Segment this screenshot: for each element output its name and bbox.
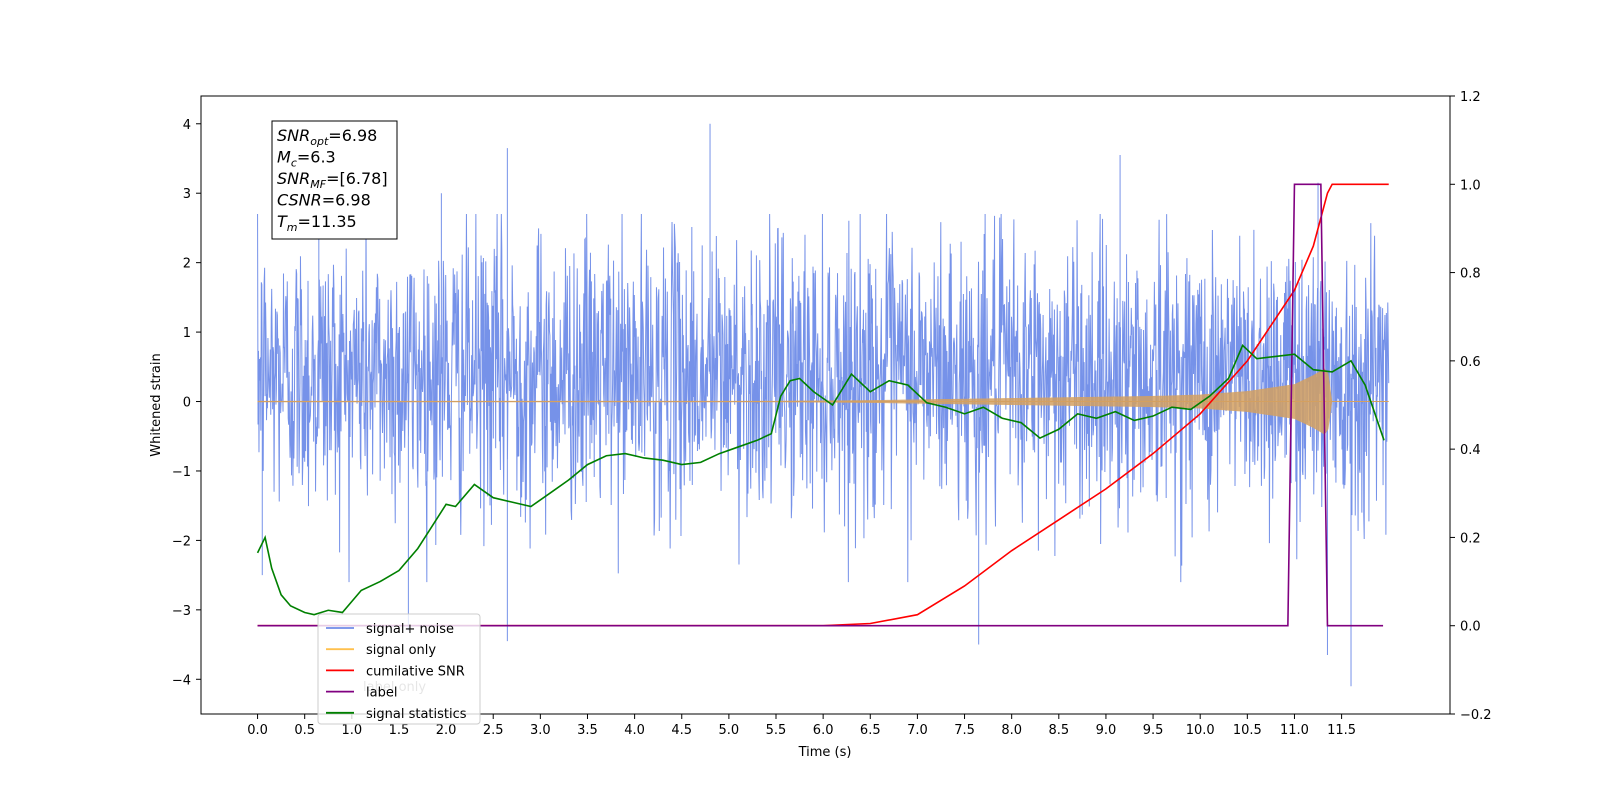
annotation-subscript: m bbox=[287, 221, 298, 234]
x-tick-label: 8.0 bbox=[1001, 723, 1022, 738]
series-cumulative-snr bbox=[257, 183, 1389, 627]
y-right-tick-label: 0.8 bbox=[1460, 267, 1481, 282]
annotation-symbol: SNR bbox=[277, 169, 310, 188]
annotation-line: SNRopt=6.98 bbox=[277, 126, 377, 148]
series-signal-statistics bbox=[256, 344, 1385, 616]
annotation-subscript: c bbox=[291, 157, 297, 170]
y-left-tick-label: −4 bbox=[172, 673, 191, 688]
x-tick-label: 0.5 bbox=[294, 723, 315, 738]
y-right-tick-label: 0.0 bbox=[1460, 620, 1481, 635]
annotation-box bbox=[271, 120, 398, 240]
x-tick-label: 9.0 bbox=[1096, 723, 1117, 738]
x-tick-label: 4.5 bbox=[671, 723, 692, 738]
axes-frame bbox=[200, 95, 1451, 715]
x-tick-label: 8.5 bbox=[1048, 723, 1069, 738]
y-right-tick-label: 0.2 bbox=[1460, 531, 1481, 546]
legend-label: signal only bbox=[366, 643, 436, 658]
x-tick-label: 5.5 bbox=[766, 723, 787, 738]
x-tick-label: 2.5 bbox=[483, 723, 504, 738]
annotation-subscript: MF bbox=[310, 178, 326, 191]
legend-label: cumilative SNR bbox=[366, 664, 465, 679]
x-tick-label: 0.0 bbox=[247, 723, 268, 738]
series-label bbox=[257, 183, 1384, 627]
x-tick-label: 2.0 bbox=[436, 723, 457, 738]
x-axis-title: Time (s) bbox=[798, 745, 852, 760]
annotation-line: Mc=6.3 bbox=[277, 148, 336, 170]
series-signal-plus-noise bbox=[257, 123, 1390, 687]
annotation-subscript: opt bbox=[310, 135, 329, 148]
y-left-tick-label: 0 bbox=[183, 396, 191, 411]
x-tick-label: 1.0 bbox=[341, 723, 362, 738]
x-tick-label: 6.0 bbox=[813, 723, 834, 738]
annotation-value: =6.98 bbox=[328, 126, 377, 145]
y-left-tick-label: −2 bbox=[172, 534, 191, 549]
x-tick-label: 5.0 bbox=[719, 723, 740, 738]
axes: 0.0 0.5 1.0 1.5 2.0 2.5 3.0 3.5 4.0 4.5 5.0 5.5 6.0 6… bbox=[172, 90, 1492, 738]
y-left-tick-label: 1 bbox=[183, 326, 191, 341]
annotation-line: CSNR=6.98 bbox=[277, 191, 371, 210]
annotation-value: =6.3 bbox=[297, 148, 336, 167]
x-tick-label: 7.5 bbox=[954, 723, 975, 738]
x-tick-label: 1.5 bbox=[389, 723, 410, 738]
annotation-symbol: M bbox=[277, 148, 291, 167]
x-tick-label: 3.0 bbox=[530, 723, 551, 738]
legend-label: signal statistics bbox=[366, 707, 467, 722]
y-right-tick-label: 0.4 bbox=[1460, 443, 1481, 458]
y-right-tick-label: −0.2 bbox=[1460, 708, 1492, 723]
annotation-value: =[6.78] bbox=[326, 169, 388, 188]
annotation-line: SNRMF=[6.78] bbox=[277, 169, 388, 191]
plot-area bbox=[256, 123, 1390, 687]
annotation-symbol: CSNR bbox=[277, 191, 322, 210]
x-tick-label: 4.0 bbox=[624, 723, 645, 738]
x-tick-label: 11.5 bbox=[1327, 723, 1356, 738]
annotation-line: Tm=11.35 bbox=[277, 212, 357, 234]
annotation-value: =6.98 bbox=[322, 191, 371, 210]
y-left-tick-label: −1 bbox=[172, 465, 191, 480]
y-axis-title: Whitened strain bbox=[149, 353, 164, 456]
legend-label: label bbox=[366, 686, 397, 701]
stats-annotation: SNRopt=6.98Mc=6.3SNRMF=[6.78]CSNR=6.98Tm… bbox=[271, 120, 398, 240]
x-tick-label: 6.5 bbox=[860, 723, 881, 738]
y-right-tick-label: 0.6 bbox=[1460, 355, 1481, 370]
x-tick-label: 10.0 bbox=[1186, 723, 1215, 738]
y-right-tick-label: 1.0 bbox=[1460, 178, 1481, 193]
x-tick-label: 7.0 bbox=[907, 723, 928, 738]
y-left-tick-label: 2 bbox=[183, 257, 191, 272]
annotation-symbol: T bbox=[277, 212, 288, 231]
legend-box bbox=[317, 613, 481, 725]
x-tick-label: 9.5 bbox=[1143, 723, 1164, 738]
y-left-tick-label: 4 bbox=[183, 118, 191, 133]
y-left-tick-label: −3 bbox=[172, 604, 191, 619]
y-right-tick-label: 1.2 bbox=[1460, 90, 1481, 105]
annotation-symbol: SNR bbox=[277, 126, 310, 145]
y-left-tick-label: 3 bbox=[183, 187, 191, 202]
annotation-value: =11.35 bbox=[298, 212, 357, 231]
x-tick-label: 11.0 bbox=[1280, 723, 1309, 738]
legend-label: signal+ noise bbox=[366, 622, 454, 637]
x-tick-label: 3.5 bbox=[577, 723, 598, 738]
x-tick-label: 10.5 bbox=[1233, 723, 1262, 738]
